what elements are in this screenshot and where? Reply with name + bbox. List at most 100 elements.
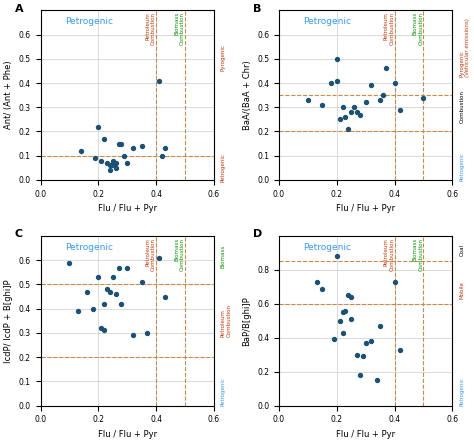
Point [353, 109, 361, 116]
Point [155, 254, 163, 261]
Point [347, 109, 355, 116]
Text: Petrogenic: Petrogenic [65, 17, 113, 26]
Point [336, 317, 344, 324]
Text: Pyrogenic
(Vehicular emissions): Pyrogenic (Vehicular emissions) [459, 18, 470, 77]
X-axis label: Flu / Flu + Pyr: Flu / Flu + Pyr [98, 204, 157, 213]
X-axis label: Flu / Flu + Pyr: Flu / Flu + Pyr [336, 430, 395, 439]
Point [376, 323, 384, 330]
Point [112, 164, 119, 171]
Point [129, 145, 137, 152]
Text: Petrogenic: Petrogenic [221, 377, 226, 406]
Point [144, 329, 151, 336]
Text: Petrogenic: Petrogenic [459, 377, 465, 406]
Point [95, 123, 102, 130]
Point [345, 292, 352, 299]
Point [95, 274, 102, 281]
Point [129, 332, 137, 339]
Point [379, 92, 387, 99]
Y-axis label: Ant/ (Ant + Phe): Ant/ (Ant + Phe) [4, 61, 13, 129]
Point [89, 305, 96, 312]
Text: Petroleum
Combustion: Petroleum Combustion [146, 238, 156, 271]
Point [419, 94, 427, 101]
Text: Mobile: Mobile [459, 281, 465, 299]
Point [397, 346, 404, 353]
Point [339, 309, 346, 316]
Point [342, 307, 349, 314]
Text: Petroleum
Combustion: Petroleum Combustion [146, 12, 156, 45]
Text: D: D [253, 229, 262, 239]
Point [106, 288, 114, 295]
Point [77, 147, 85, 154]
Text: Biomass
Combustion: Biomass Combustion [413, 12, 423, 45]
Point [333, 55, 340, 62]
Text: Combustion: Combustion [459, 90, 465, 124]
Text: A: A [15, 4, 23, 14]
Text: Biomass
Combustion: Biomass Combustion [174, 238, 185, 271]
Point [106, 162, 114, 169]
Point [83, 288, 91, 295]
Point [123, 264, 131, 271]
Y-axis label: IcdP/ IcdP + B[ghi]P: IcdP/ IcdP + B[ghi]P [4, 279, 13, 363]
Point [397, 106, 404, 113]
Point [109, 162, 117, 169]
Point [391, 278, 398, 285]
X-axis label: Flu / Flu + Pyr: Flu / Flu + Pyr [98, 430, 157, 439]
Point [347, 315, 355, 323]
Y-axis label: BaP/B[ghi]P: BaP/B[ghi]P [243, 296, 252, 346]
Point [333, 253, 340, 260]
Text: Coal: Coal [459, 244, 465, 256]
Point [368, 338, 375, 345]
Point [374, 377, 381, 384]
Point [98, 157, 105, 164]
Point [112, 159, 119, 167]
X-axis label: Flu / Flu + Pyr: Flu / Flu + Pyr [336, 204, 395, 213]
Point [330, 336, 337, 343]
Point [345, 125, 352, 132]
Point [155, 77, 163, 84]
Point [118, 140, 125, 147]
Point [347, 294, 355, 301]
Text: Petroleum
Combustion: Petroleum Combustion [384, 238, 394, 271]
Point [100, 300, 108, 307]
Text: Petrogenic: Petrogenic [221, 154, 226, 183]
Point [359, 353, 366, 360]
Point [138, 279, 146, 286]
Point [336, 116, 344, 123]
Point [391, 79, 398, 86]
Point [353, 351, 361, 358]
Point [112, 291, 119, 298]
Point [158, 152, 166, 159]
Text: Biomass: Biomass [221, 245, 226, 268]
Point [98, 325, 105, 332]
Point [319, 285, 326, 292]
Text: Petrogenic: Petrogenic [65, 243, 113, 252]
Point [120, 152, 128, 159]
Text: Petroleum
Combustion: Petroleum Combustion [221, 304, 232, 337]
Point [100, 327, 108, 334]
Text: Pyrogenic: Pyrogenic [221, 44, 226, 71]
Point [138, 143, 146, 150]
Point [313, 278, 320, 285]
Text: Biomass
Combustion: Biomass Combustion [413, 238, 423, 271]
Point [368, 82, 375, 89]
Point [66, 259, 73, 266]
Point [339, 329, 346, 336]
Point [106, 167, 114, 174]
Point [339, 104, 346, 111]
Point [100, 135, 108, 142]
Point [304, 97, 311, 104]
Point [103, 286, 111, 293]
Point [362, 339, 369, 346]
Point [327, 79, 335, 86]
Text: B: B [253, 4, 261, 14]
Point [161, 145, 169, 152]
Point [356, 372, 364, 379]
Point [362, 99, 369, 106]
Text: Petroleum
Combustion: Petroleum Combustion [384, 12, 394, 45]
Text: C: C [15, 229, 23, 239]
Text: Petrogenic: Petrogenic [459, 152, 465, 181]
Y-axis label: BaA/(BaA + Chr): BaA/(BaA + Chr) [243, 60, 252, 130]
Point [115, 140, 122, 147]
Point [350, 104, 358, 111]
Text: Petrogenic: Petrogenic [303, 243, 352, 252]
